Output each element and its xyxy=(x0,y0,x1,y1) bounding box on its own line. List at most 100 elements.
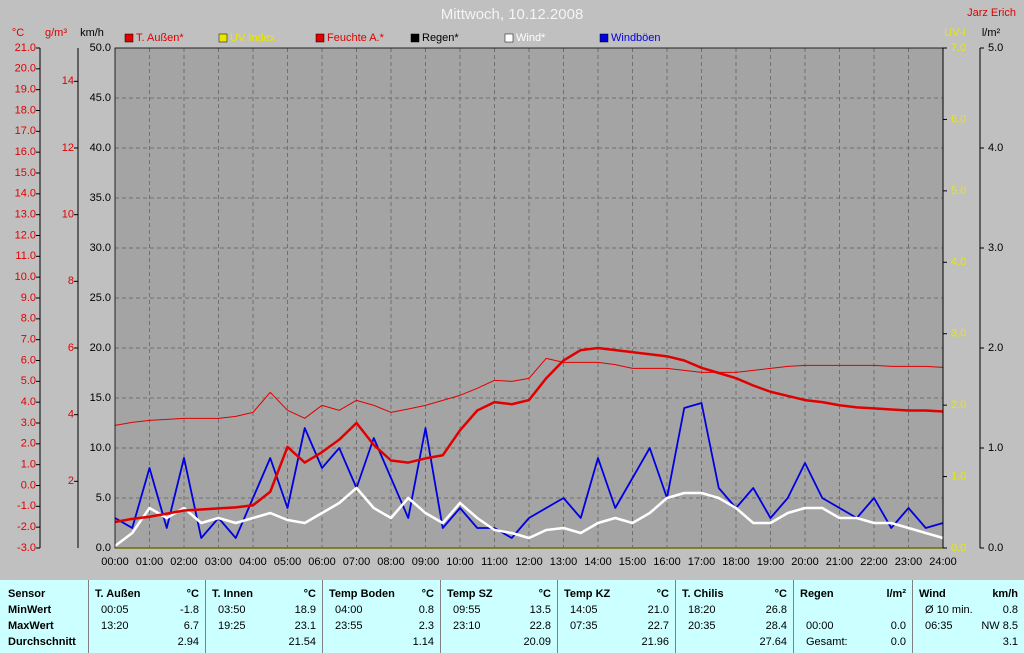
table-cell: Regen xyxy=(800,588,834,600)
x-tick-label: 21:00 xyxy=(826,556,854,568)
y-tick-label: 19.0 xyxy=(15,84,36,96)
column-separator xyxy=(440,580,441,653)
y-tick-label: -2.0 xyxy=(17,521,36,533)
y-tick-label: 1.0 xyxy=(951,470,966,482)
x-tick-label: 00:00 xyxy=(101,556,129,568)
y-tick-label: 45.0 xyxy=(90,92,111,104)
series-line xyxy=(114,486,944,547)
y-tick-label: 5.0 xyxy=(988,42,1003,54)
y-tick-label: 4.0 xyxy=(21,396,36,408)
table-cell: 27.64 xyxy=(759,636,787,648)
table-cell: MaxWert xyxy=(8,620,54,632)
y-tick-label: 5.0 xyxy=(96,492,111,504)
table-cell: 0.0 xyxy=(890,636,906,648)
table-cell: 00:00 xyxy=(806,620,834,632)
y-tick-label: 3.0 xyxy=(988,242,1003,254)
table-cell: °C xyxy=(186,588,199,600)
table-cell: °C xyxy=(656,588,669,600)
y-tick-label: 35.0 xyxy=(90,192,111,204)
y-tick-label: 1.0 xyxy=(988,442,1003,454)
y-tick-label: 10 xyxy=(62,209,74,221)
table-cell: 22.8 xyxy=(529,620,551,632)
y-tick-label: 3.0 xyxy=(21,417,36,429)
y-tick-label: -3.0 xyxy=(17,542,36,554)
plot-border xyxy=(114,47,944,549)
table-cell: 1.14 xyxy=(412,636,434,648)
y-tick-label: 17.0 xyxy=(15,125,36,137)
chart: Mittwoch, 10.12.2008 Jarz Erich 00:00 01:… xyxy=(12,6,1016,568)
axis-title: km/h xyxy=(80,27,104,39)
table-cell: 3.1 xyxy=(1002,636,1018,648)
table-cell: 20:35 xyxy=(688,620,716,632)
x-tick-label: 07:00 xyxy=(343,556,371,568)
column-separator xyxy=(205,580,206,653)
y-tick-label: 10.0 xyxy=(90,442,111,454)
y-tick-label: 6.0 xyxy=(21,354,36,366)
table-cell: 23:10 xyxy=(453,620,481,632)
x-tick-label: 04:00 xyxy=(239,556,267,568)
axis-title: g/m³ xyxy=(45,27,67,39)
y-tick-label: 3.0 xyxy=(951,328,966,340)
table-cell: °C xyxy=(774,588,787,600)
y-tick-label: 9.0 xyxy=(21,292,36,304)
x-tick-label: 20:00 xyxy=(791,556,819,568)
author: Jarz Erich xyxy=(967,7,1016,19)
y-tick-label: 4.0 xyxy=(988,142,1003,154)
legend-label: UV Index xyxy=(230,32,276,44)
table-cell: 14:05 xyxy=(570,604,598,616)
axis-title: °C xyxy=(12,27,24,39)
y-tick-label: 4 xyxy=(68,409,74,421)
x-tick-label: 03:00 xyxy=(205,556,233,568)
table-cell: 22.7 xyxy=(647,620,669,632)
y-tick-label: 20.0 xyxy=(15,63,36,75)
series-line xyxy=(114,346,944,524)
table-cell: 09:55 xyxy=(453,604,481,616)
table-cell: km/h xyxy=(992,588,1018,600)
y-tick-label: 40.0 xyxy=(90,142,111,154)
table-cell: Temp SZ xyxy=(447,588,493,600)
legend-label: Feuchte A.* xyxy=(327,32,385,44)
legend-swatch xyxy=(218,33,228,43)
legend-swatch xyxy=(124,33,134,43)
table-cell: 18.9 xyxy=(294,604,316,616)
table-cell: MinWert xyxy=(8,604,52,616)
table-cell: 21.54 xyxy=(288,636,316,648)
table-cell: 03:50 xyxy=(218,604,246,616)
table-cell: 04:00 xyxy=(335,604,363,616)
table-cell: 13.5 xyxy=(529,604,551,616)
legend-swatch xyxy=(410,33,420,43)
y-tick-label: 0.0 xyxy=(951,542,966,554)
x-tick-label: 11:00 xyxy=(481,556,508,568)
legend-swatch xyxy=(504,33,514,43)
y-tick-label: 2.0 xyxy=(988,342,1003,354)
x-tick-label: 17:00 xyxy=(688,556,716,568)
table-cell: Temp KZ xyxy=(564,588,611,600)
stats-table: Sensor MinWert MaxWert Durchschnitt T. Außen… xyxy=(0,580,1024,653)
y-tick-label: 2 xyxy=(68,475,74,487)
x-tick-label: 12:00 xyxy=(515,556,543,568)
table-cell: Gesamt: xyxy=(806,636,848,648)
table-cell: 06:35 xyxy=(925,620,953,632)
y-tick-label: 5.0 xyxy=(21,375,36,387)
y-tick-label: 15.0 xyxy=(90,392,111,404)
table-cell: 23:55 xyxy=(335,620,363,632)
y-tick-label: 50.0 xyxy=(90,42,111,54)
table-cell: 6.7 xyxy=(183,620,199,632)
table-cell: NW 8.5 xyxy=(981,620,1018,632)
y-tick-label: 2.0 xyxy=(951,399,966,411)
table-cell: l/m² xyxy=(886,588,906,600)
table-cell: 0.0 xyxy=(890,620,906,632)
x-tick-label: 02:00 xyxy=(170,556,198,568)
y-tick-label: 18.0 xyxy=(15,104,36,116)
y-tick-label: 25.0 xyxy=(90,292,111,304)
table-cell: 2.3 xyxy=(418,620,434,632)
y-tick-label: 6 xyxy=(68,342,74,354)
table-cell: 13:20 xyxy=(101,620,129,632)
column-separator xyxy=(912,580,913,653)
axis-title: l/m² xyxy=(982,27,1001,39)
table-cell: Wind xyxy=(919,588,946,600)
y-tick-label: 8 xyxy=(68,275,74,287)
y-tick-label: 0.0 xyxy=(988,542,1003,554)
table-cell: 23.1 xyxy=(294,620,316,632)
